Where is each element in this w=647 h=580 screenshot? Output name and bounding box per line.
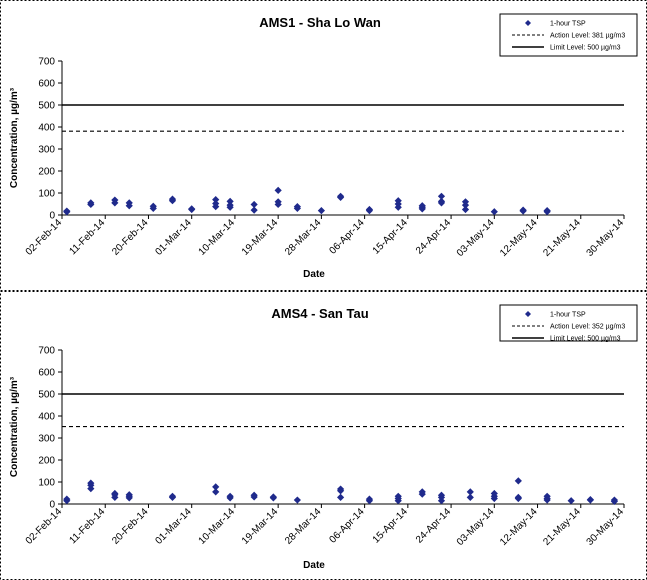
y-tick-label: 700 (38, 57, 55, 68)
y-tick-label: 700 (38, 346, 55, 357)
y-axis-title: Concentration, µg/m³ (9, 376, 20, 477)
data-point (336, 192, 345, 200)
y-tick-label: 500 (38, 390, 55, 401)
data-point (63, 495, 71, 503)
y-tick-label: 400 (38, 412, 55, 423)
data-point (418, 202, 426, 210)
data-point (293, 203, 301, 211)
chart-title: AMS4 - San Tau (271, 306, 368, 321)
data-point (365, 205, 374, 214)
data-point (437, 491, 446, 499)
y-tick-label: 400 (38, 123, 55, 134)
data-point (317, 207, 325, 215)
y-tick-label: 100 (38, 478, 55, 489)
data-point (274, 186, 282, 194)
y-tick-label: 100 (38, 189, 55, 200)
data-point (466, 488, 474, 496)
data-point (226, 201, 234, 209)
data-point (461, 198, 470, 206)
data-point (212, 199, 220, 208)
data-point (149, 202, 157, 210)
data-point (212, 196, 220, 204)
data-point (125, 491, 133, 499)
data-point (466, 493, 474, 501)
chart-panel-1: AMS1 - Sha Lo Wan01002003004005006007000… (0, 0, 647, 291)
data-point (418, 488, 426, 496)
data-point (394, 197, 402, 205)
legend-box (499, 304, 638, 342)
data-point (111, 196, 119, 204)
legend-box (499, 13, 638, 57)
legend-label: 1-hour TSP (550, 21, 586, 28)
x-axis-title: Date (303, 269, 325, 280)
legend: 1-hour TSP Action Level: 381 µg/m3 Limit L… (499, 13, 638, 57)
y-tick-label: 300 (38, 145, 55, 156)
data-point (111, 489, 119, 498)
data-point (188, 205, 196, 213)
data-point (226, 492, 234, 500)
data-point (610, 496, 618, 504)
y-axis-title: Concentration, µg/m³ (9, 87, 20, 188)
y-tick-label: 200 (38, 456, 55, 467)
data-point (125, 199, 133, 207)
legend-marker (525, 311, 531, 317)
data-point (274, 198, 282, 206)
y-tick-label: 600 (38, 79, 55, 90)
y-tick-label: 500 (38, 101, 55, 112)
data-point (437, 192, 446, 200)
data-point (514, 477, 522, 485)
data-point (394, 492, 402, 500)
legend-label: Limit Level: 500 µg/m3 (550, 45, 621, 52)
data-point (212, 488, 220, 496)
data-point (63, 207, 71, 215)
data-point (514, 493, 522, 501)
data-point (543, 207, 551, 215)
chart-panel-2: AMS4 - San Tau010020030040050060070002-F… (0, 291, 647, 580)
data-point (336, 493, 345, 501)
data-point (437, 197, 446, 205)
legend-label: Limit Level: 500 µg/m3 (550, 336, 621, 343)
data-point (212, 483, 220, 491)
data-point (293, 496, 301, 504)
data-point (87, 199, 95, 207)
legend-marker (525, 20, 531, 26)
legend-label: 1-hour TSP (550, 312, 586, 319)
data-point (168, 492, 177, 500)
data-point (461, 205, 470, 214)
data-point (519, 206, 527, 214)
y-tick-label: 600 (38, 368, 55, 379)
data-point (168, 195, 177, 203)
data-point (250, 206, 258, 214)
y-tick-label: 0 (49, 211, 55, 222)
data-point (567, 497, 575, 505)
legend-label: Action Level: 352 µg/m3 (550, 324, 625, 331)
legend: 1-hour TSP Action Level: 352 µg/m3 Limit L… (499, 304, 638, 343)
data-point (336, 485, 345, 493)
y-tick-label: 300 (38, 434, 55, 445)
legend-label: Action Level: 381 µg/m3 (550, 33, 625, 40)
data-point (250, 491, 258, 499)
data-point (490, 489, 498, 498)
y-tick-label: 0 (49, 500, 55, 511)
chart-title: AMS1 - Sha Lo Wan (259, 15, 381, 30)
y-tick-label: 200 (38, 167, 55, 178)
x-axis-title: Date (303, 560, 325, 571)
data-point (543, 492, 551, 500)
data-point (226, 197, 234, 205)
data-point (250, 200, 258, 209)
data-point (490, 208, 498, 216)
data-point (586, 496, 594, 504)
data-point (87, 479, 95, 487)
data-point (269, 493, 277, 501)
data-point (365, 495, 374, 503)
